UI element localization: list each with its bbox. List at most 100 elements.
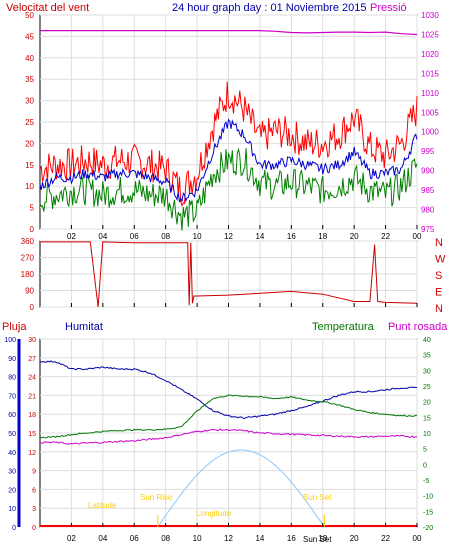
humidity-label: Humitat xyxy=(65,321,103,333)
y-right-tick-label: 975 xyxy=(421,225,435,234)
temp-tick-label: -5 xyxy=(423,478,429,485)
rain-tick-label: 3 xyxy=(32,506,36,513)
rain-tick-label: 24 xyxy=(28,375,36,382)
y-tick-label: 40 xyxy=(25,54,34,63)
chart-title: 24 hour graph day : 01 Noviembre 2015 xyxy=(172,2,366,14)
sun-curve xyxy=(157,449,325,528)
y-tick-label: 5 xyxy=(30,204,35,213)
humidity-tick-label: 80 xyxy=(8,375,16,382)
rain-tick-label: 30 xyxy=(28,337,36,344)
humidity-tick-label: 70 xyxy=(8,393,16,400)
x-tick-label: 08 xyxy=(161,534,170,543)
y-tick-label: 0 xyxy=(30,225,35,234)
sunset-annotation: Sun Set xyxy=(303,493,332,502)
dewpoint-label: Punt rosada xyxy=(388,321,448,333)
wind-avg-line xyxy=(39,118,418,203)
humidity-tick-label: 60 xyxy=(8,412,16,419)
y-tick-label: 180 xyxy=(21,270,35,279)
temperature-label: Temperatura xyxy=(312,321,375,333)
longitude-annotation: Longitude xyxy=(196,509,232,518)
sunset-time-annotation: Sun Set xyxy=(303,535,332,544)
x-tick-label: 08 xyxy=(161,232,170,241)
temp-tick-label: -15 xyxy=(423,509,433,516)
y-tick-label: 25 xyxy=(25,118,34,127)
compass-label: W xyxy=(435,254,446,266)
x-tick-label: 18 xyxy=(318,534,327,543)
compass-label: N xyxy=(435,237,443,249)
temp-tick-label: 20 xyxy=(423,400,431,407)
compass-label: E xyxy=(435,287,442,299)
humidity-tick-label: 50 xyxy=(8,431,16,438)
compass-label: S xyxy=(435,270,442,282)
temp-tick-label: 10 xyxy=(423,431,431,438)
wind-min-line xyxy=(39,147,418,231)
x-tick-label: 04 xyxy=(98,232,107,241)
y-right-tick-label: 1020 xyxy=(421,50,439,59)
x-tick-label: 20 xyxy=(350,534,359,543)
humidity-tick-label: 20 xyxy=(8,487,16,494)
temp-tick-label: 35 xyxy=(423,353,431,360)
y-right-tick-label: 1025 xyxy=(421,30,439,39)
x-tick-label: 16 xyxy=(287,534,296,543)
x-tick-label: 22 xyxy=(381,232,390,241)
wind-gust-line xyxy=(39,81,418,208)
x-tick-label: 18 xyxy=(318,232,327,241)
y-right-tick-label: 995 xyxy=(421,147,435,156)
y-tick-label: 15 xyxy=(25,161,34,170)
y-tick-label: 30 xyxy=(25,97,34,106)
y-tick-label: 10 xyxy=(25,182,34,191)
y-right-tick-label: 990 xyxy=(421,167,435,176)
humidity-tick-label: 10 xyxy=(8,506,16,513)
temp-tick-label: -20 xyxy=(423,525,433,532)
y-right-tick-label: 1005 xyxy=(421,108,439,117)
x-tick-label: 06 xyxy=(130,534,139,543)
x-tick-label: 02 xyxy=(67,534,76,543)
y-tick-label: 270 xyxy=(21,254,35,263)
pressure-label: Pressió xyxy=(370,2,407,14)
y-tick-label: 50 xyxy=(25,11,34,20)
wind-label: Velocitat del vent xyxy=(6,2,89,14)
humidity-tick-label: 40 xyxy=(8,450,16,457)
y-right-tick-label: 1015 xyxy=(421,69,439,78)
rain-tick-label: 0 xyxy=(32,525,36,532)
dewpoint-line xyxy=(39,428,418,445)
y-right-tick-label: 1010 xyxy=(421,89,439,98)
direction-line xyxy=(40,241,418,308)
rain-tick-label: 27 xyxy=(28,356,36,363)
rain-label: Pluja xyxy=(2,321,27,333)
latitude-annotation: Latitude xyxy=(88,501,117,510)
x-tick-label: 20 xyxy=(350,232,359,241)
humidity-tick-label: 90 xyxy=(8,356,16,363)
rain-tick-label: 6 xyxy=(32,487,36,494)
y-tick-label: 90 xyxy=(25,287,34,296)
y-right-tick-label: 980 xyxy=(421,206,435,215)
temp-tick-label: 0 xyxy=(423,462,427,469)
temp-tick-label: 5 xyxy=(423,447,427,454)
x-tick-label: 00 xyxy=(413,534,422,543)
y-tick-label: 360 xyxy=(21,237,35,246)
x-tick-label: 22 xyxy=(381,534,390,543)
y-tick-label: 35 xyxy=(25,75,34,84)
x-tick-label: 14 xyxy=(255,534,264,543)
pressure-line xyxy=(40,30,418,36)
x-tick-label: 12 xyxy=(224,534,233,543)
y-right-tick-label: 1030 xyxy=(421,11,439,20)
x-tick-label: 16 xyxy=(287,232,296,241)
temp-tick-label: 25 xyxy=(423,384,431,391)
temp-tick-label: 30 xyxy=(423,368,431,375)
sunrise-annotation: Sun Rise xyxy=(140,493,173,502)
humidity-line xyxy=(39,360,418,420)
rain-tick-label: 9 xyxy=(32,469,36,476)
humidity-tick-label: 100 xyxy=(4,337,16,344)
x-tick-label: 10 xyxy=(193,232,202,241)
x-tick-label: 04 xyxy=(98,534,107,543)
humidity-tick-label: 30 xyxy=(8,469,16,476)
x-tick-label: 10 xyxy=(193,534,202,543)
y-tick-label: 20 xyxy=(25,139,34,148)
y-right-tick-label: 985 xyxy=(421,186,435,195)
rain-tick-label: 15 xyxy=(28,431,36,438)
rain-tick-label: 21 xyxy=(28,393,36,400)
rain-tick-label: 18 xyxy=(28,412,36,419)
